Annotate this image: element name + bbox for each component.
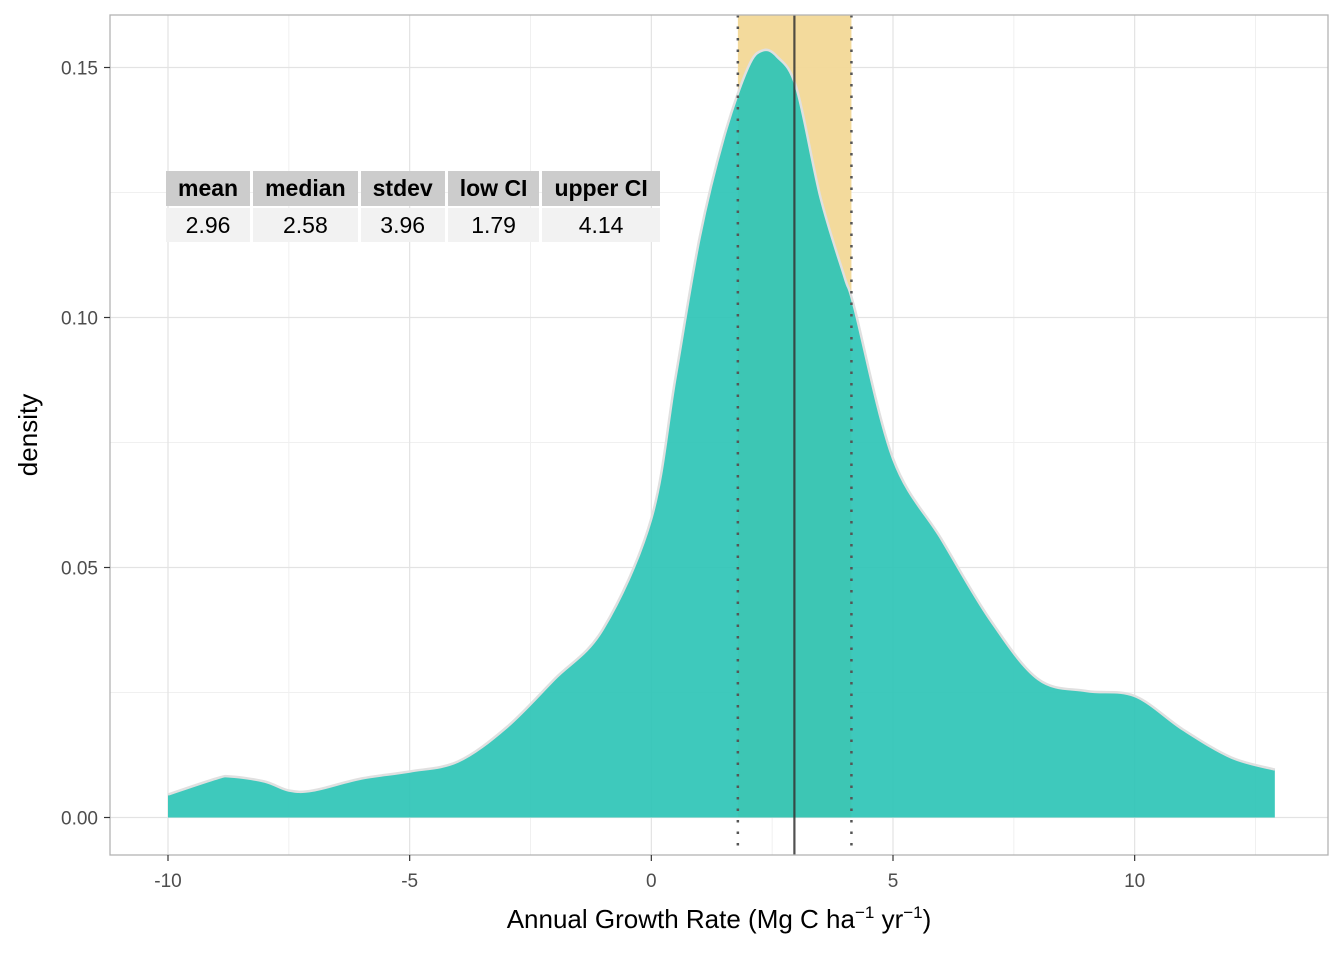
x-axis-title-part: Annual Growth Rate (Mg C ha bbox=[507, 904, 856, 934]
x-axis-title-part: ) bbox=[923, 904, 932, 934]
density-area bbox=[168, 49, 1275, 818]
x-tick-label: -5 bbox=[401, 871, 418, 892]
x-axis-title-part: yr bbox=[874, 904, 903, 934]
stats-header: upper CI bbox=[542, 171, 660, 206]
y-tick-label: 0.10 bbox=[61, 309, 98, 330]
panel-border bbox=[109, 14, 1329, 856]
y-tick-label: 0.15 bbox=[61, 59, 98, 80]
stats-header-row: mean median stdev low CI upper CI bbox=[166, 171, 660, 206]
x-axis-title-superscript: −1 bbox=[855, 903, 874, 922]
density-outline bbox=[167, 48, 1276, 796]
stats-value: 2.58 bbox=[253, 208, 358, 242]
x-tick-label: -10 bbox=[154, 871, 181, 892]
stats-value-row: 2.96 2.58 3.96 1.79 4.14 bbox=[166, 208, 660, 242]
x-tick-label: 10 bbox=[1124, 871, 1145, 892]
summary-stats-table: mean median stdev low CI upper CI 2.96 2… bbox=[163, 169, 663, 244]
stats-value: 2.96 bbox=[166, 208, 251, 242]
y-tick-label: 0.05 bbox=[61, 559, 98, 580]
stats-header: low CI bbox=[447, 171, 540, 206]
stats-header: mean bbox=[166, 171, 251, 206]
x-axis-title: Annual Growth Rate (Mg C ha−1 yr−1) bbox=[507, 903, 932, 934]
y-axis-title: density bbox=[13, 394, 43, 476]
x-tick-label: 0 bbox=[646, 871, 657, 892]
x-tick-label: 5 bbox=[888, 871, 899, 892]
stats-value: 3.96 bbox=[360, 208, 445, 242]
stats-value: 1.79 bbox=[447, 208, 540, 242]
x-axis-title-superscript: −1 bbox=[903, 903, 922, 922]
y-tick-label: 0.00 bbox=[61, 809, 98, 830]
stats-header: stdev bbox=[360, 171, 445, 206]
stats-header: median bbox=[253, 171, 358, 206]
stats-value: 4.14 bbox=[542, 208, 660, 242]
